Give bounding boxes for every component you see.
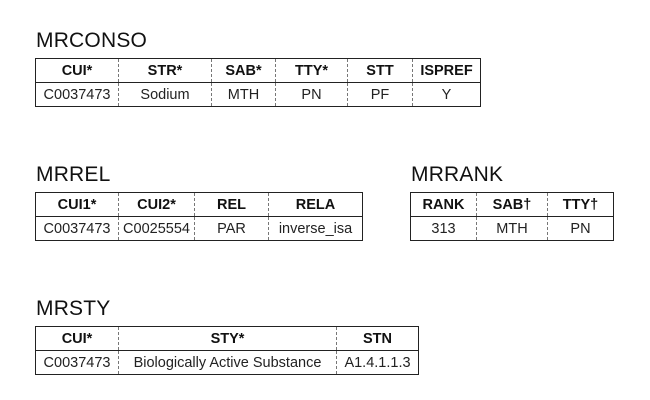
column-header-cui1: CUI1* (35, 192, 119, 217)
column-header-stn: STN (336, 326, 419, 351)
cell-ispref: Y (412, 82, 481, 107)
cell-cui2: C0025554 (118, 216, 195, 241)
column-header-tty: TTY† (547, 192, 614, 217)
cell-str: Sodium (118, 82, 212, 107)
column-header-cui: CUI* (35, 326, 119, 351)
table-row: C0037473 Sodium MTH PN PF Y (36, 82, 481, 107)
cell-cui1: C0037473 (43, 220, 111, 237)
mrrel-table: CUI1* CUI2* REL RELA C0037473 C0025554 P… (35, 192, 363, 241)
cell-sab: MTH (476, 216, 548, 241)
column-header-stt: STT (347, 58, 413, 83)
column-header-rank: RANK (410, 192, 477, 217)
column-header-rel: REL (194, 192, 269, 217)
mrrel-table-block: MRREL CUI1* CUI2* REL RELA C0037473 C002… (35, 163, 363, 241)
mrrank-table: RANK SAB† TTY† 313 MTH PN (410, 192, 614, 241)
column-header-tty: TTY* (275, 58, 348, 83)
table-header-row: RANK SAB† TTY† (410, 192, 614, 217)
column-header-cui: CUI* (35, 58, 119, 83)
column-header-ispref: ISPREF (412, 58, 481, 83)
cell-rel: PAR (194, 216, 269, 241)
cell-tty: PN (547, 216, 614, 241)
cell-rank: 313 (431, 220, 456, 237)
cell-cui: C0037473 (43, 354, 111, 371)
column-header-cui2: CUI2* (118, 192, 195, 217)
column-header-str: STR* (118, 58, 212, 83)
mrconso-table: CUI* STR* SAB* TTY* STT ISPREF C0037473 … (35, 58, 481, 107)
mrconso-table-block: MRCONSO CUI* STR* SAB* TTY* STT ISPREF C… (35, 29, 481, 107)
table-title-mrsty: MRSTY (36, 297, 111, 320)
cell-cui: C0037473 (43, 86, 111, 103)
table-row: 313 MTH PN (411, 216, 614, 241)
column-header-sab: SAB† (476, 192, 548, 217)
table-header-row: CUI1* CUI2* REL RELA (35, 192, 363, 217)
cell-sab: MTH (211, 82, 276, 107)
table-row: C0037473 Biologically Active Substance A… (36, 350, 419, 375)
cell-tty: PN (275, 82, 348, 107)
cell-rela: inverse_isa (268, 216, 363, 241)
cell-stt: PF (347, 82, 413, 107)
cell-sty: Biologically Active Substance (118, 350, 337, 375)
mrrank-table-block: MRRANK RANK SAB† TTY† 313 MTH PN (410, 163, 614, 241)
mrsty-table-block: MRSTY CUI* STY* STN C0037473 Biologicall… (35, 297, 419, 375)
column-header-rela: RELA (268, 192, 363, 217)
column-header-sab: SAB* (211, 58, 276, 83)
column-header-sty: STY* (118, 326, 337, 351)
cell-stn: A1.4.1.1.3 (336, 350, 419, 375)
table-row: C0037473 C0025554 PAR inverse_isa (36, 216, 363, 241)
table-header-row: CUI* STY* STN (35, 326, 419, 351)
table-header-row: CUI* STR* SAB* TTY* STT ISPREF (35, 58, 481, 83)
table-title-mrrank: MRRANK (411, 163, 504, 186)
mrsty-table: CUI* STY* STN C0037473 Biologically Acti… (35, 326, 419, 375)
table-title-mrconso: MRCONSO (36, 29, 148, 52)
table-title-mrrel: MRREL (36, 163, 111, 186)
